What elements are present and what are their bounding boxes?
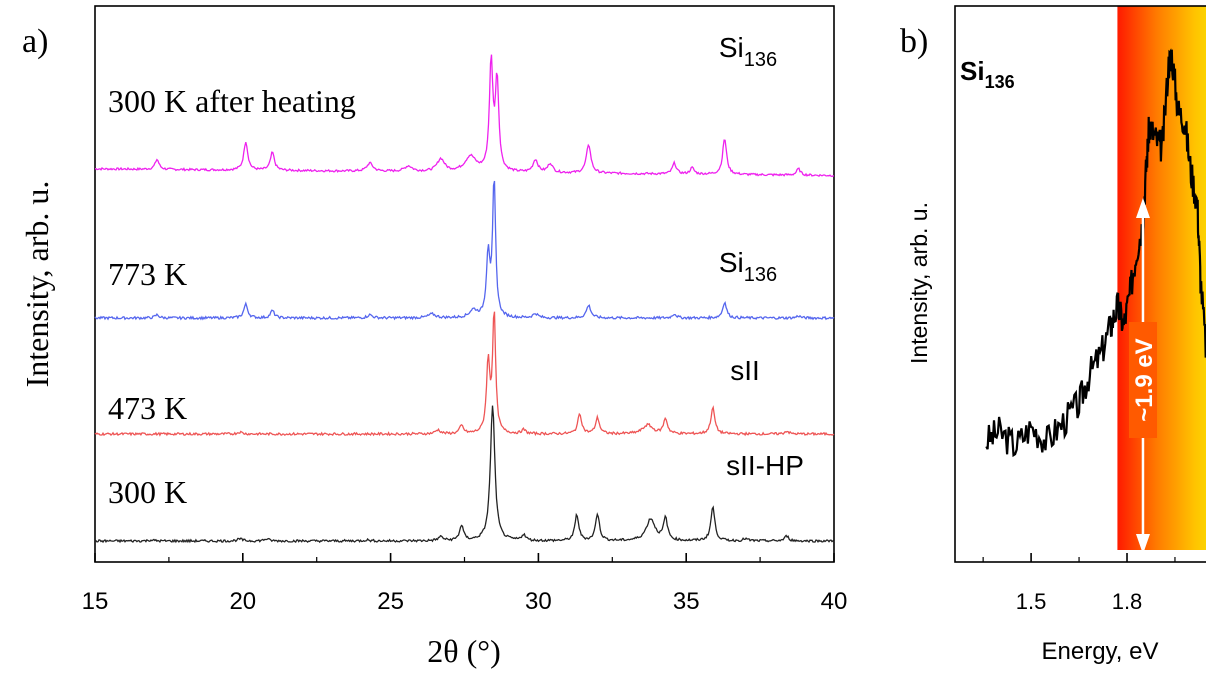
trace-temperature-label: 473 K [108, 390, 187, 426]
trace-phase-label: Si136 [719, 32, 777, 71]
x-tick-label-a: 20 [229, 588, 256, 615]
x-axis-label-b: Energy, eV [1042, 638, 1159, 665]
y-axis-label-a: Intensity, arb. u. [19, 181, 55, 388]
arrow-head-down [1135, 534, 1150, 554]
x-tick-label-b: 1.5 [1016, 589, 1047, 614]
trace-temperature-label: 300 K [108, 474, 187, 510]
x-axis-label-a: 2θ (°) [427, 633, 500, 669]
x-tick-label-a: 40 [821, 588, 848, 615]
trace-phase-label: sII-HP [726, 450, 804, 481]
x-tick-label-b: 1.8 [1112, 589, 1143, 614]
series-labels-a: 300 K after heating Si136 773 K Si136 473 K s… [108, 32, 804, 510]
title-b: Si136 [960, 56, 1015, 92]
x-tick-label-a: 25 [377, 588, 404, 615]
xrd-trace [94, 405, 835, 544]
panel-a: a) 15 20 25 30 35 40 300 K after heating Si136… [19, 5, 848, 669]
pl-spectrum-line [985, 48, 1206, 458]
panel-label-b: b) [900, 23, 928, 60]
trace-temperature-label: 300 K after heating [108, 83, 356, 119]
y-axis-label-b: Intensity, arb. u. [906, 202, 932, 364]
trace-phase-label: sII [730, 355, 760, 386]
band-gap-annotation: ~1.9 eV [1131, 338, 1158, 421]
panel-b: b) 1.51.82.12.4 ~1.9 eV Si136 Energy, eV… [900, 5, 1206, 665]
trace-temperature-label: 773 K [108, 256, 187, 292]
plot-frame-b [954, 5, 1206, 563]
xrd-traces [94, 54, 835, 544]
band-gap-arrow: ~1.9 eV [1128, 198, 1158, 554]
xrd-trace [94, 311, 835, 437]
trace-phase-label: Si136 [719, 247, 777, 286]
x-tick-label-a: 35 [673, 588, 700, 615]
x-axis-ticks-a: 15 20 25 30 35 40 [82, 553, 848, 615]
xrd-trace [94, 54, 835, 178]
arrow-head-up [1135, 198, 1150, 218]
annotation-backdrop [1128, 322, 1157, 438]
x-tick-label-a: 30 [525, 588, 552, 615]
panel-label-a: a) [22, 23, 48, 60]
x-axis-ticks-b: 1.51.82.12.4 [982, 553, 1176, 614]
xrd-trace [94, 180, 835, 321]
x-tick-label-a: 15 [82, 588, 109, 615]
